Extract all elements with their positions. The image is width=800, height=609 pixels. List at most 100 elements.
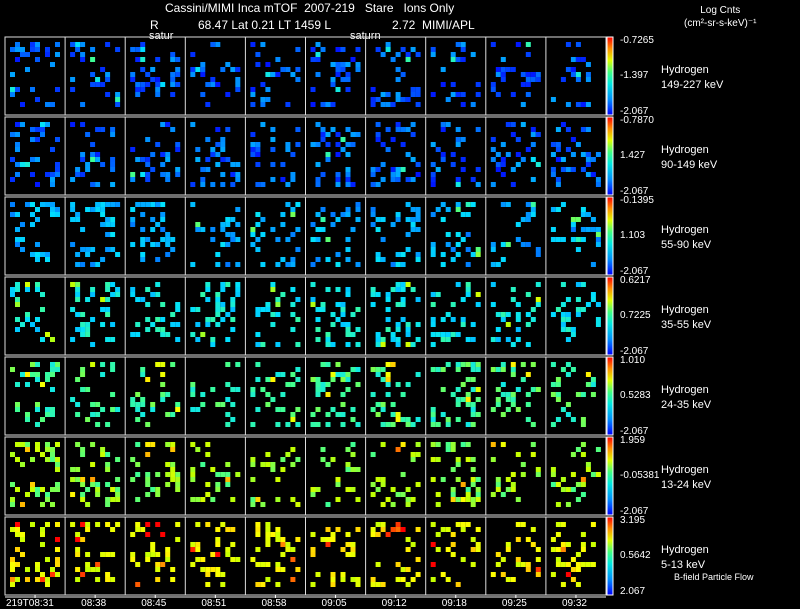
spectrogram-cell <box>515 152 521 157</box>
spectrogram-cell <box>495 337 501 342</box>
time-axis-bar <box>5 596 606 598</box>
spectrogram-cell <box>55 572 60 577</box>
spectrogram-cell <box>370 582 376 587</box>
spectrogram-cell <box>400 282 406 287</box>
spectrogram-cell <box>140 527 146 532</box>
spectrogram-cell <box>455 92 461 97</box>
spectrogram-cell <box>555 177 561 182</box>
spectrogram-cell <box>225 222 231 227</box>
spectrogram-cell <box>230 162 236 167</box>
spectrogram-cell <box>460 322 466 327</box>
spectrogram-cell <box>560 367 566 372</box>
spectrogram-cell <box>530 127 536 132</box>
spectrogram-cell <box>580 442 586 447</box>
spectrogram-cell <box>350 547 356 552</box>
colorbar-frame <box>606 436 614 516</box>
spectrogram-cell <box>470 377 476 382</box>
spectrogram-cell <box>265 522 271 527</box>
spectrogram-cell <box>310 422 316 427</box>
spectrogram-cell <box>265 72 271 77</box>
spectrogram-cell <box>155 257 161 262</box>
spectrogram-cell <box>535 132 541 137</box>
spectrogram-cell <box>85 502 91 507</box>
spectrogram-cell <box>75 217 81 222</box>
spectrogram-cell <box>500 142 506 147</box>
spectrogram-cell <box>165 237 171 242</box>
spectrogram-cell <box>150 552 156 557</box>
spectrogram-cell <box>325 412 331 417</box>
spectrogram-cell <box>30 362 35 367</box>
spectrogram-cell <box>555 562 561 567</box>
spectrogram-cell <box>205 322 211 327</box>
spectrogram-cell <box>395 212 401 217</box>
spectrogram-cell <box>325 362 331 367</box>
spectrogram-cell <box>450 332 456 337</box>
spectrogram-cell <box>20 162 25 167</box>
spectrogram-cell <box>340 322 346 327</box>
spectrogram-cell <box>320 302 326 307</box>
spectrogram-cell <box>295 142 301 147</box>
spectrogram-cell <box>200 227 206 232</box>
spectrogram-cell <box>25 417 30 422</box>
spectrogram-cell <box>100 212 106 217</box>
spectrogram-cell <box>490 337 496 342</box>
spectrogram-cell <box>40 337 45 342</box>
colorbar-max-label: 1.959 <box>620 435 646 446</box>
spectrogram-cell <box>90 47 96 52</box>
spectrogram-cell <box>370 172 376 177</box>
spectrogram-cell <box>310 552 316 557</box>
spectrogram-cell <box>230 402 236 407</box>
spectrogram-cell <box>205 522 211 527</box>
spectrogram-cell <box>510 487 516 492</box>
spectrogram-cell <box>75 47 81 52</box>
spectrogram-cell <box>350 312 356 317</box>
spectrogram-cell <box>70 77 76 82</box>
spectrogram-cell <box>110 337 116 342</box>
spectrogram-cell <box>45 172 50 177</box>
spectrogram-cell <box>455 457 461 462</box>
spectrogram-cell <box>145 452 151 457</box>
spectrogram-cell <box>145 82 151 87</box>
spectrogram-cell <box>380 142 386 147</box>
spectrogram-cell <box>340 62 346 67</box>
spectrogram-cell <box>275 532 281 537</box>
spectrogram-cell <box>465 262 471 267</box>
spectrogram-cell <box>525 402 531 407</box>
spectrogram-cell <box>210 317 216 322</box>
spectrogram-cell <box>315 42 321 47</box>
spectrogram-cell <box>575 562 581 567</box>
spectrogram-cell <box>55 557 60 562</box>
spectrogram-cell <box>470 402 476 407</box>
spectrogram-cell <box>565 317 571 322</box>
spectrogram-cell <box>100 207 106 212</box>
spectrogram-cell <box>75 567 81 572</box>
spectrogram-cell <box>15 47 20 52</box>
spectrogram-cell <box>100 127 106 132</box>
spectrogram-cell <box>140 397 146 402</box>
spectrogram-cell <box>375 402 381 407</box>
spectrogram-cell <box>280 457 286 462</box>
spectrogram-cell <box>275 407 281 412</box>
spectrogram-cell <box>315 377 321 382</box>
spectrogram-cell <box>410 177 416 182</box>
spectrogram-cell <box>225 362 231 367</box>
spectrogram-cell <box>250 422 256 427</box>
spectrogram-cell <box>260 262 266 267</box>
spectrogram-cell <box>265 527 271 532</box>
spectrogram-cell <box>575 582 581 587</box>
spectrogram-cell <box>135 402 141 407</box>
spectrogram-cell <box>190 52 196 57</box>
spectrogram-cell <box>310 377 316 382</box>
spectrogram-cell <box>190 307 196 312</box>
spectrogram-cell <box>430 142 436 147</box>
spectrogram-cell <box>205 157 211 162</box>
spectrogram-cell <box>35 242 40 247</box>
spectrogram-cell <box>10 87 15 92</box>
spectrogram-cell <box>330 312 336 317</box>
spectrogram-cell <box>370 207 376 212</box>
spectrogram-cell <box>205 282 211 287</box>
spectrogram-cell <box>25 442 30 447</box>
spectrogram-cell <box>25 412 30 417</box>
spectrogram-cell <box>110 167 116 172</box>
spectrogram-cell <box>525 147 531 152</box>
